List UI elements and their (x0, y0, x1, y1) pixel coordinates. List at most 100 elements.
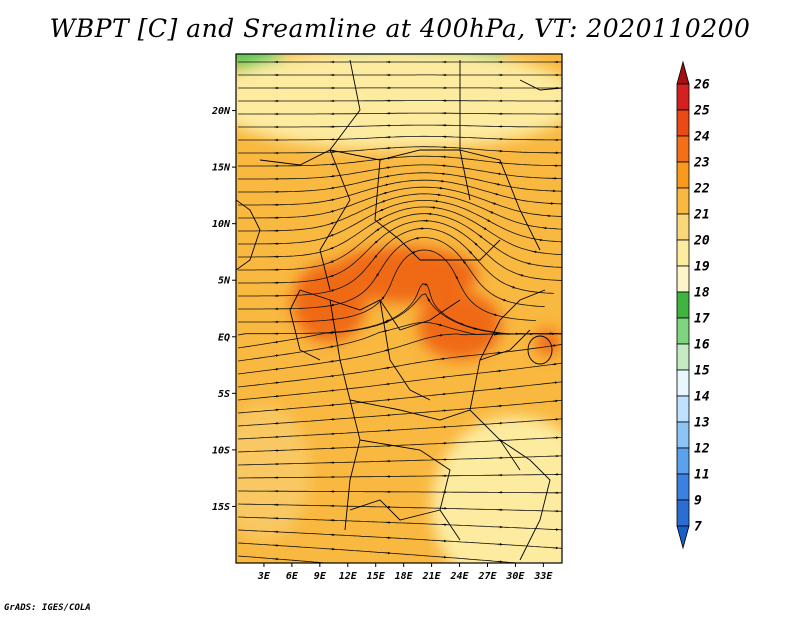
streamline-arrow (329, 210, 335, 213)
lon-tick-label: 9E (314, 571, 327, 582)
streamline-arrow (437, 323, 443, 327)
streamline-20 (238, 249, 536, 323)
colorbar-swatch (676, 291, 690, 319)
streamline-9 (238, 164, 562, 180)
streamline-arrow (383, 321, 389, 324)
colorbar-top-triangle (676, 60, 690, 85)
credit-text: GrADS: IGES/COLA (4, 603, 91, 613)
streamline-arrow (382, 191, 388, 195)
streamline-arrow (382, 329, 388, 333)
streamline-24 (237, 333, 562, 375)
streamline-4 (238, 112, 562, 115)
streamline-arrow (384, 366, 390, 370)
streamline-14 (238, 200, 562, 245)
streamline-19 (238, 237, 545, 310)
colorbar-swatch (676, 213, 690, 241)
streamline-17 (238, 220, 562, 284)
streamline-arrow (493, 192, 499, 196)
streamline-arrow (542, 226, 548, 230)
streamline-arrow (518, 273, 525, 277)
streamline-arrow (329, 222, 335, 225)
streamline-arrow (458, 322, 464, 325)
streamline-arrow (532, 250, 538, 253)
colorbar-label: 7 (694, 520, 702, 535)
streamline-arrow (385, 166, 391, 169)
streamline-arrow (329, 175, 336, 178)
lon-tick-label: 6E (286, 571, 299, 582)
streamline-arrow (384, 175, 390, 178)
streamline-32 (238, 473, 562, 479)
streamline-26 (237, 362, 562, 401)
streamline-15 (238, 206, 562, 258)
streamline-arrow (482, 226, 487, 230)
streamline-arrow (329, 389, 335, 392)
colorbar-label: 25 (693, 104, 710, 119)
colorbar-label: 16 (694, 338, 710, 353)
colorbar-swatch (676, 187, 690, 215)
lon-tick-label: 27E (477, 571, 497, 582)
streamline-arrow (526, 262, 532, 265)
streamline-arrow (383, 183, 389, 187)
colorbar-swatch (676, 395, 690, 423)
streamline-arrow (496, 172, 502, 176)
colorbar-label: 24 (693, 130, 710, 145)
lat-tick-label: 5N (218, 276, 231, 287)
colorbar: 26 25 24 23 22 21 20 19 18 17 16 15 14 13 12 11 9 7 (676, 60, 710, 550)
streamline-arrow (495, 182, 501, 186)
streamline-arrow (329, 289, 335, 292)
streamline-5 (238, 124, 562, 128)
colorbar-label: 17 (694, 312, 710, 327)
streamline-arrow (329, 186, 336, 190)
streamline-7 (238, 146, 562, 154)
streamline-arrow (273, 354, 279, 357)
streamline-arrow (462, 259, 466, 265)
streamline-arrow (491, 202, 497, 205)
lon-tick-label: 18E (395, 571, 414, 582)
colorbar-label: 26 (693, 78, 710, 93)
streamline-arrow (385, 382, 391, 386)
streamline-arrow (328, 345, 335, 349)
colorbar-label: 22 (693, 182, 710, 197)
streamline-36 (237, 529, 562, 549)
streamline-29 (237, 418, 562, 440)
streamline-arrow (478, 234, 483, 238)
lon-tick-label: 24E (450, 571, 470, 582)
streamline-arrow (427, 297, 431, 303)
colorbar-swatch (676, 369, 690, 397)
streamline-arrow (552, 381, 558, 384)
streamline-arrow (329, 247, 335, 250)
lat-tick-label: 20N (211, 106, 231, 117)
lat-tick-label: 5S (218, 389, 230, 400)
wbpt-shading (236, 54, 562, 563)
streamline-30 (237, 436, 562, 453)
streamline-arrow (492, 313, 498, 316)
lon-tick-label: 15E (367, 571, 386, 582)
colorbar-swatch (676, 447, 690, 475)
lat-tick-label: 15S (212, 502, 230, 513)
colorbar-label: 18 (694, 286, 710, 301)
lon-tick-label: 12E (339, 571, 358, 582)
streamline-arrow (329, 234, 335, 237)
streamline-arrow (473, 241, 478, 246)
streamline-arrow (377, 218, 382, 222)
field-lake-victoria (535, 328, 561, 357)
streamline-arrow (455, 274, 458, 280)
streamline-arrow (551, 362, 558, 366)
streamline-arrow (375, 228, 380, 232)
streamline-arrow (435, 193, 442, 197)
lon-tick-label: 33E (533, 571, 553, 582)
streamline-arrow (422, 283, 428, 286)
colorbar-swatch (676, 421, 690, 449)
colorbar-swatch (676, 343, 690, 371)
streamline-16 (238, 213, 562, 271)
lat-tick-label: 10S (212, 445, 230, 456)
streamline-33 (238, 490, 562, 494)
streamline-11 (238, 179, 562, 206)
streamline-arrow (439, 179, 445, 183)
streamline-arrow (501, 298, 507, 302)
streamline-arrow (380, 296, 385, 301)
colorbar-swatch (676, 473, 690, 501)
streamline-arrow (379, 209, 385, 212)
colorbar-label: 12 (694, 442, 710, 457)
